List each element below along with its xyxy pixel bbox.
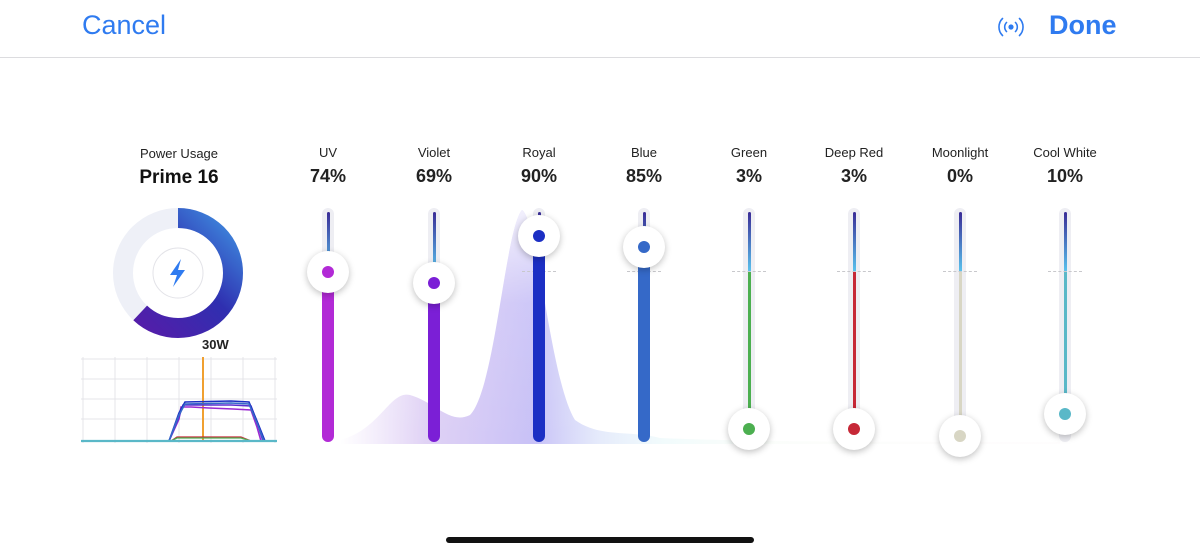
slider-thumb-dot [533,230,545,243]
channel-value: 74% [309,166,347,186]
slider-boost-segment [748,212,751,272]
channel-blue: Blue 85% [589,0,699,555]
done-button[interactable]: Done [1049,10,1117,40]
power-usage-arc [113,208,243,338]
slider-thumb-dot [322,265,334,278]
slider-thumb[interactable] [307,250,349,293]
slider-boost-segment [1064,212,1067,272]
slider-threshold-line [943,271,977,272]
channel-value: 85% [625,166,663,186]
slider-fill [748,272,751,430]
channel-label: Cool White [1033,145,1097,160]
slider-threshold-line [837,271,871,272]
channel-deep-red: Deep Red 3% [799,0,909,555]
channel-green: Green 3% [694,0,804,555]
wireless-signal-icon[interactable] [995,13,1027,41]
schedule-mini-chart[interactable] [81,357,277,445]
channel-value: 0% [946,166,973,186]
channel-value: 69% [415,166,453,186]
channel-value: 3% [840,166,867,186]
slider-thumb[interactable] [518,215,560,258]
watts-label: 30W [202,337,229,352]
slider-boost-segment [853,212,856,272]
device-name: Prime 16 [139,167,219,188]
channel-label: Green [730,145,768,160]
channel-value: 3% [735,166,762,186]
channel-moonlight: Moonlight 0% [905,0,1015,555]
slider-thumb-dot [1059,407,1071,420]
channel-label: Violet [417,145,451,160]
slider-thumb[interactable] [728,408,770,451]
slider-threshold-line [732,271,766,272]
channel-label: Deep Red [824,145,884,160]
slider-thumb-dot [428,276,440,289]
slider-thumb[interactable] [1044,392,1086,435]
slider-thumb[interactable] [413,261,455,304]
slider-threshold-line [1048,271,1082,272]
channel-value: 10% [1046,166,1084,186]
channel-label: Royal [522,145,556,160]
slider-fill [853,272,856,430]
slider-fill [322,267,334,442]
slider-boost-segment [327,212,330,272]
slider-thumb[interactable] [939,415,981,457]
power-usage-gauge [113,208,243,338]
channel-value: 90% [520,166,558,186]
power-usage-title: Power Usage [139,146,219,161]
channel-violet: Violet 69% [379,0,489,555]
channel-uv: UV 74% [273,0,383,555]
slider-thumb-dot [848,423,860,436]
slider-fill [1064,272,1067,414]
slider-thumb-dot [954,430,966,442]
slider-boost-segment [433,212,436,272]
slider-thumb-dot [743,423,755,436]
channel-label: Blue [630,145,658,160]
slider-fill [959,272,962,436]
slider-fill [533,232,545,442]
slider-fill [428,278,440,442]
lightning-bolt-icon [170,259,185,287]
channel-label: UV [318,145,338,160]
slider-boost-segment [959,212,962,272]
channel-cool-white: Cool White 10% [1010,0,1120,555]
slider-thumb-dot [638,241,650,254]
cancel-button[interactable]: Cancel [82,10,167,40]
slider-thumb[interactable] [833,408,875,451]
navigation-bar: Cancel Done [0,0,1200,58]
slider-thumb[interactable] [623,226,665,269]
home-indicator[interactable] [446,537,754,543]
slider-fill [638,243,650,442]
channel-label: Moonlight [931,145,989,160]
channel-royal: Royal 90% [484,0,594,555]
